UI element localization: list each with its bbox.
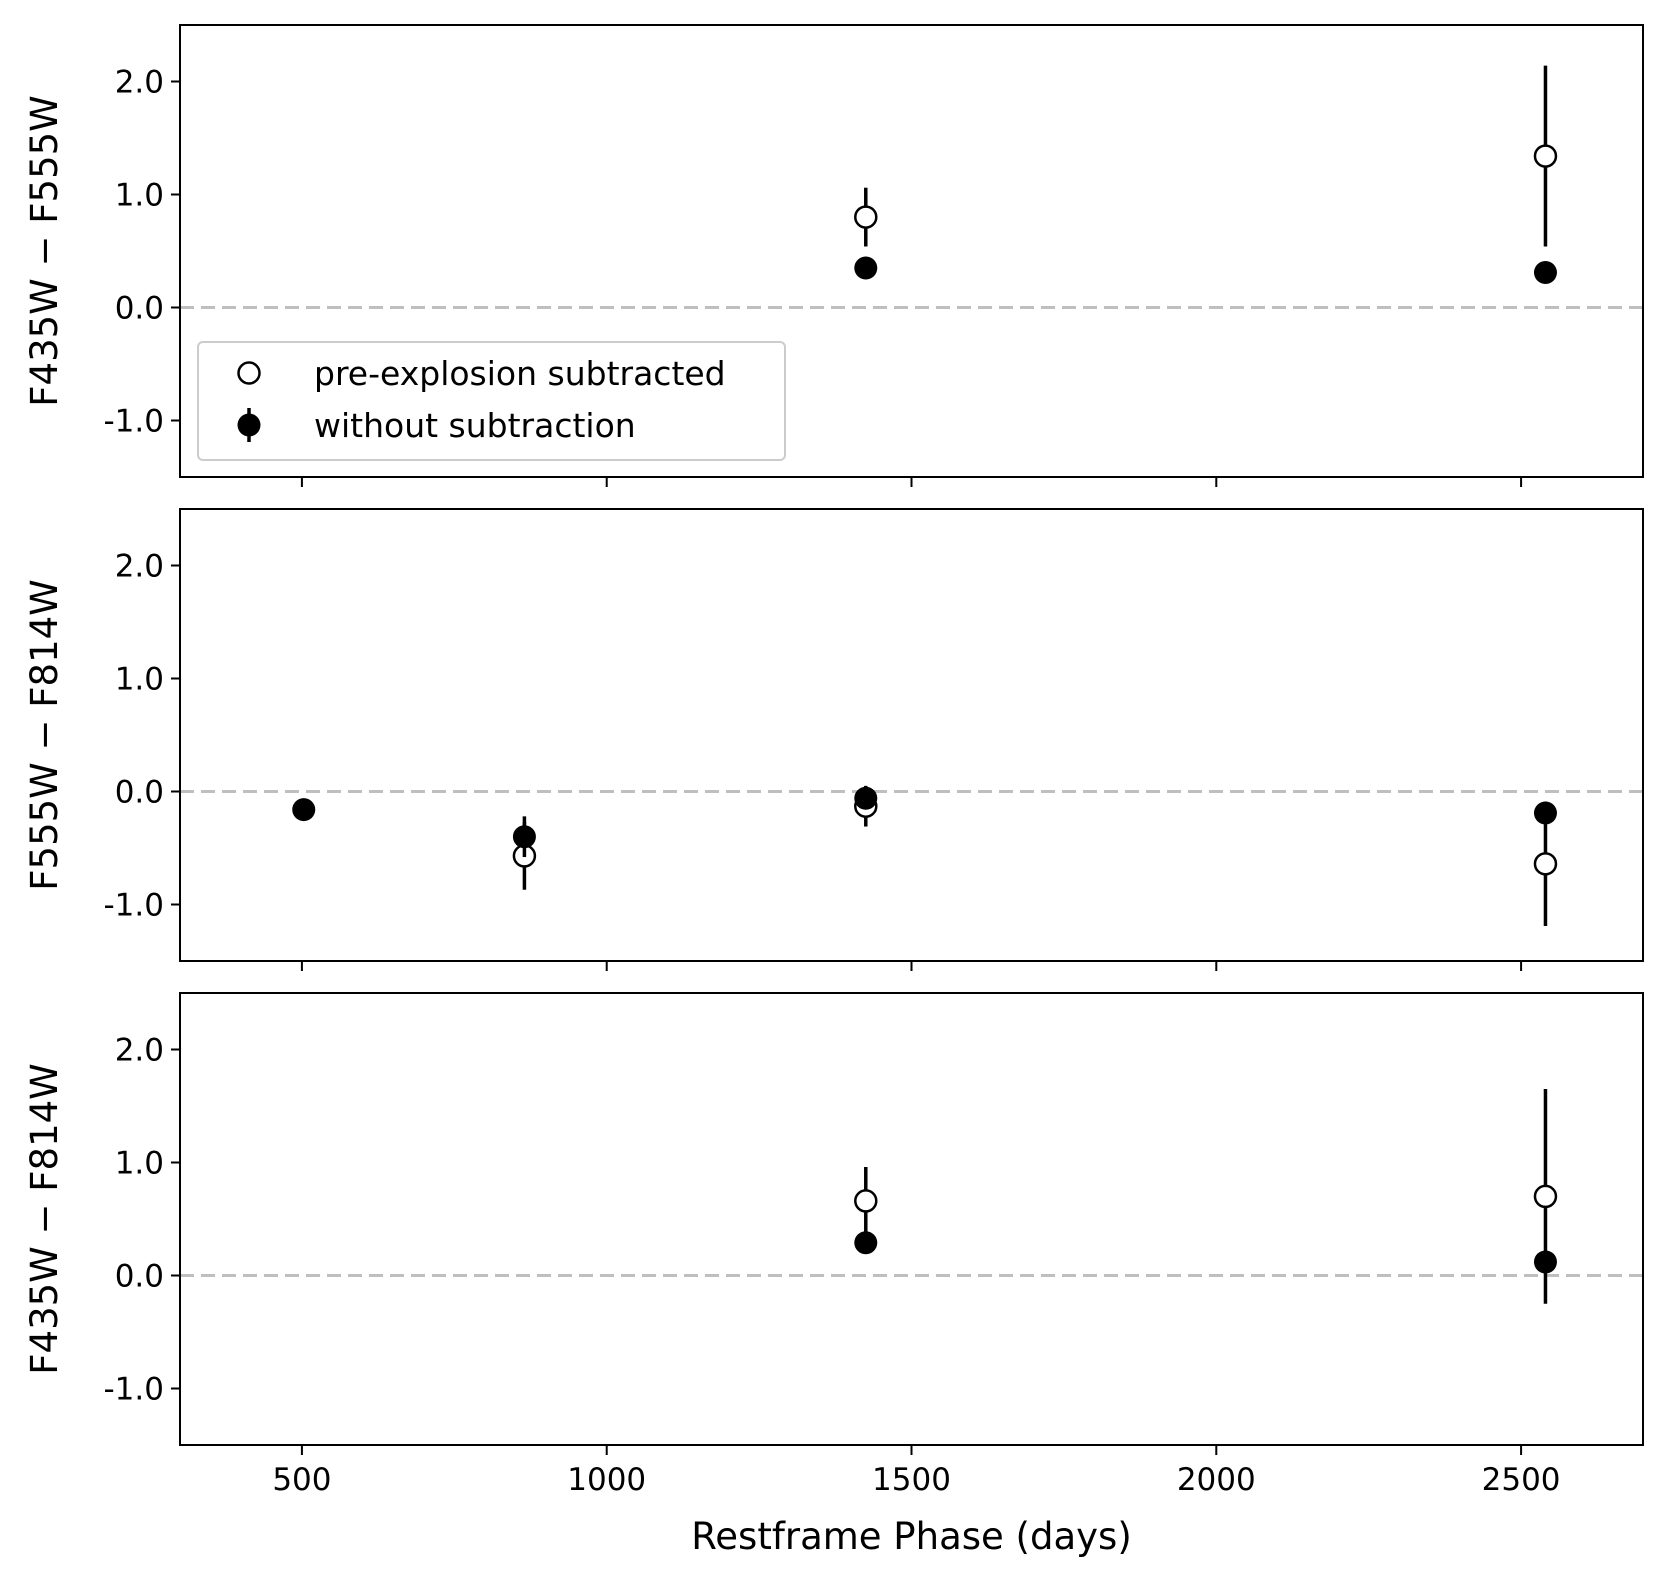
x-tick-label: 2500 <box>1482 1462 1561 1498</box>
y-tick-label: -1.0 <box>104 1372 165 1408</box>
data-point-open <box>1533 144 1558 168</box>
y-tick-label: 0.0 <box>115 775 164 811</box>
data-point-filled <box>1533 801 1557 825</box>
legend: pre-explosion subtracted without subtract… <box>197 341 786 461</box>
data-point-open <box>854 205 878 229</box>
plot-frame <box>179 24 1644 478</box>
legend-marker-filled <box>237 413 261 437</box>
data-point-open <box>1533 852 1558 876</box>
x-axis-title: Restframe Phase (days) <box>691 1515 1132 1558</box>
x-tick-label: 1500 <box>872 1462 951 1498</box>
x-tick-label: 2000 <box>1177 1462 1256 1498</box>
legend-label: without subtraction <box>314 406 636 445</box>
legend-box <box>197 341 786 461</box>
y-tick-label: 0.0 <box>115 1259 164 1295</box>
plot-frame <box>179 508 1644 962</box>
series-without-subtraction <box>854 256 1557 284</box>
y-tick-label: 1.0 <box>115 1146 164 1182</box>
data-point-filled <box>292 798 316 822</box>
y-tick-label: -1.0 <box>104 888 165 924</box>
series-without-subtraction <box>854 1231 1557 1274</box>
data-point-filled <box>1533 260 1557 284</box>
data-point-filled <box>1533 1250 1557 1274</box>
y-tick-label: -1.0 <box>104 404 165 440</box>
data-point-filled <box>854 1231 878 1255</box>
panel-2: -1.0 0.0 1.0 2.0 F555W − F814W <box>23 508 1644 971</box>
y-axis-title: F435W − F814W <box>23 1063 66 1375</box>
data-point-open <box>854 1189 878 1213</box>
y-tick-label: 1.0 <box>115 178 164 214</box>
legend-marker-open <box>237 361 261 385</box>
y-tick-label: 2.0 <box>115 65 164 101</box>
y-tick-label: 2.0 <box>115 1033 164 1069</box>
series-without-subtraction <box>292 786 1557 858</box>
y-tick-label: 2.0 <box>115 549 164 585</box>
x-tick-label: 500 <box>272 1462 331 1498</box>
plot-frame <box>179 992 1644 1446</box>
y-axis-title: F435W − F555W <box>23 95 66 407</box>
x-tick-label: 1000 <box>567 1462 646 1498</box>
series-pre-explosion-subtracted <box>512 785 1558 926</box>
data-point-filled <box>854 786 878 810</box>
data-point-filled <box>854 256 878 280</box>
panel-1: -1.0 0.0 1.0 2.0 F435W − F555W pre-explosion … <box>23 24 1644 487</box>
series-pre-explosion-subtracted <box>854 65 1558 247</box>
y-axis-title: F555W − F814W <box>23 579 66 891</box>
data-point-open <box>1533 1184 1558 1209</box>
panel-3: -1.0 0.0 1.0 2.0 500 1000 1500 2000 2500 F435W − … <box>23 992 1644 1498</box>
data-point-filled <box>512 825 536 849</box>
legend-label: pre-explosion subtracted <box>314 354 726 393</box>
y-tick-label: 0.0 <box>115 291 164 327</box>
y-tick-label: 1.0 <box>115 662 164 698</box>
series-pre-explosion-subtracted <box>854 1089 1558 1304</box>
